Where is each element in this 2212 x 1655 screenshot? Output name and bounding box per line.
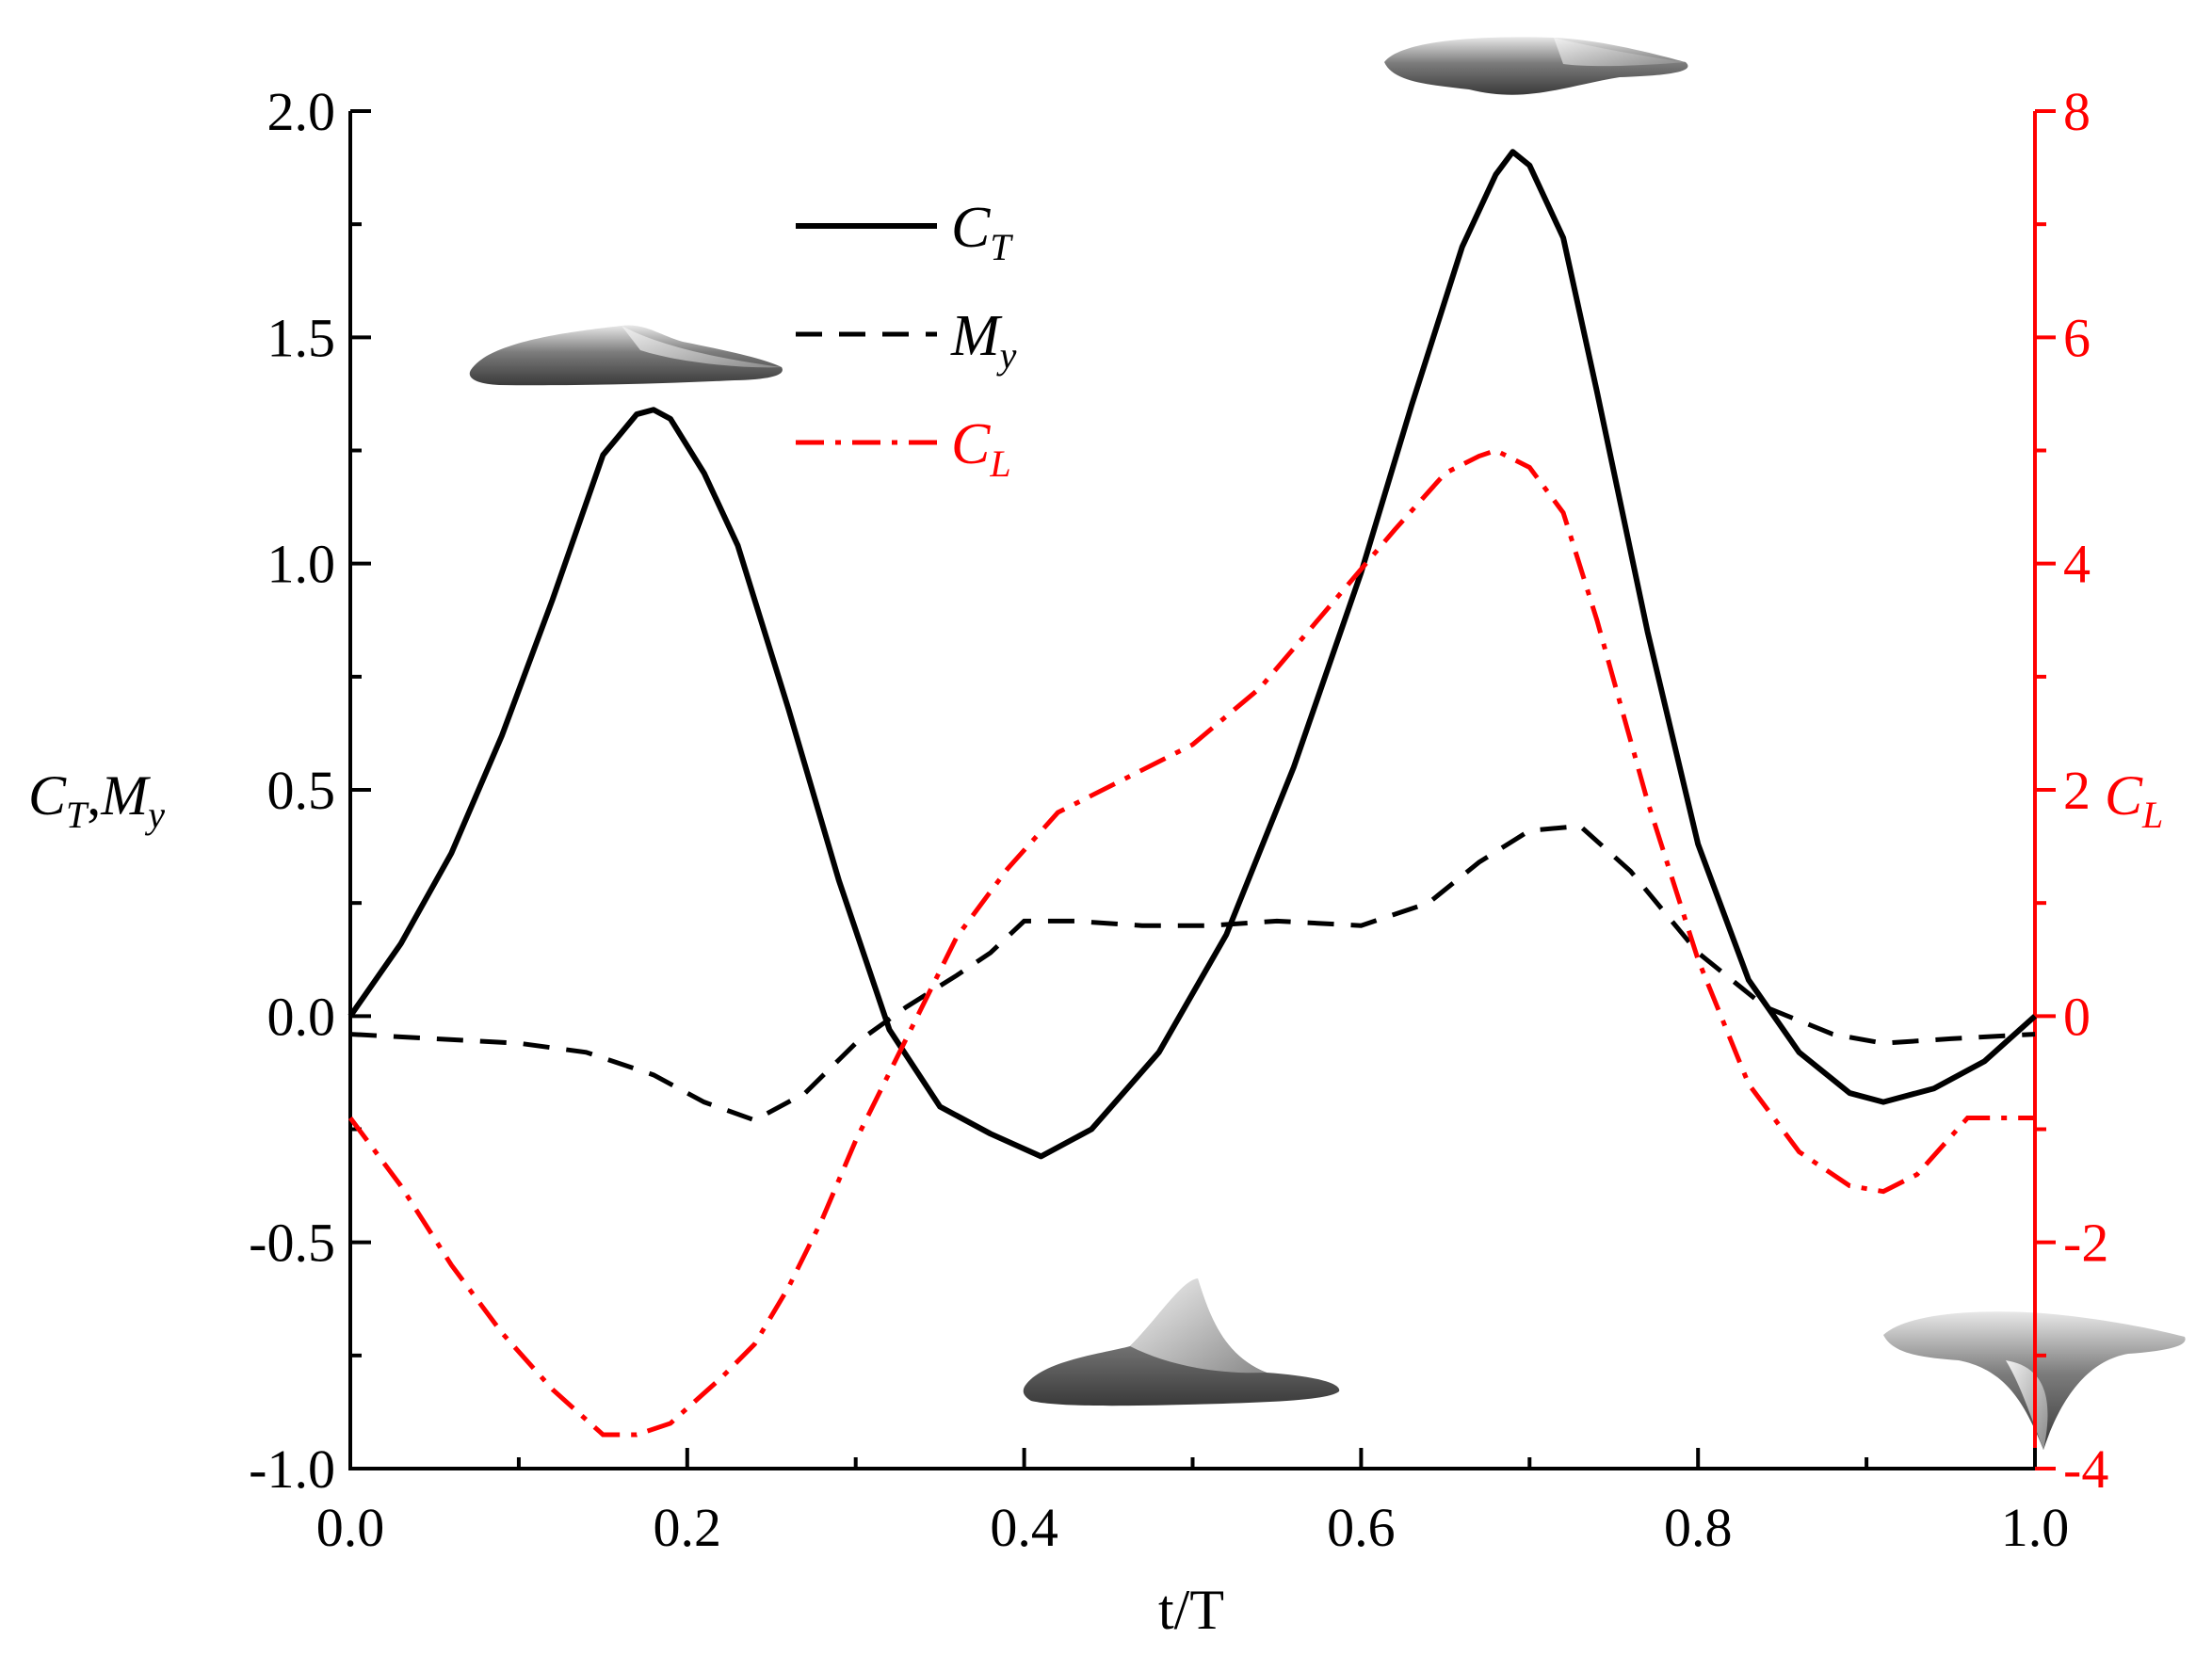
legend-label-cl: CL: [951, 412, 1011, 485]
legend-label-ct: CT: [951, 196, 1013, 268]
y-axis-title-right: CL: [2105, 764, 2163, 836]
y-right-tick-label: 8: [2063, 81, 2091, 142]
y-right-tick-label: -4: [2063, 1438, 2108, 1500]
y-left-tick-label: 0.5: [267, 760, 336, 821]
x-tick-label: 0.4: [990, 1497, 1058, 1558]
x-axis-title: t/T: [1158, 1579, 1224, 1641]
y-left-tick-label: 1.5: [267, 307, 336, 368]
legend-label-my: My: [950, 304, 1017, 377]
y-left-tick-label: -1.0: [249, 1438, 335, 1500]
y-left-tick-label: -0.5: [249, 1213, 335, 1274]
y-left-tick-label: 0.0: [267, 986, 336, 1047]
y-right-tick-label: 0: [2063, 986, 2091, 1047]
x-tick-label: 0.6: [1327, 1497, 1396, 1558]
x-tick-label: 1.0: [2001, 1497, 2070, 1558]
legend: CT My CL: [796, 196, 1017, 485]
ticks: [348, 109, 2056, 1470]
x-tick-label: 0.0: [316, 1497, 385, 1558]
wing-sketch-trough: [1023, 1278, 1340, 1406]
y-axis-title-left: CT,My: [28, 764, 165, 836]
y-right-tick-label: 4: [2063, 534, 2091, 595]
y-left-tick-label: 2.0: [267, 81, 336, 142]
y-right-tick-label: -2: [2063, 1213, 2108, 1274]
y-right-tick-label: 6: [2063, 307, 2091, 368]
series-line-cl: [347, 447, 2035, 1438]
y-left-tick-label: 1.0: [267, 534, 336, 595]
tick-labels: 0.0 0.2 0.4 0.6 0.8 1.0 -1.0 -0.5 0.0 0.5 1.0 1.5 2.…: [249, 81, 2108, 1558]
y-right-tick-label: 2: [2063, 760, 2091, 821]
x-tick-label: 0.8: [1664, 1497, 1733, 1558]
series-line-ct: [347, 149, 2038, 1160]
wing-sketch-peak-2: [1384, 37, 1688, 95]
wing-sketch-peak-1: [469, 325, 783, 386]
series-line-my: [349, 823, 2036, 1123]
x-tick-label: 0.2: [654, 1497, 722, 1558]
